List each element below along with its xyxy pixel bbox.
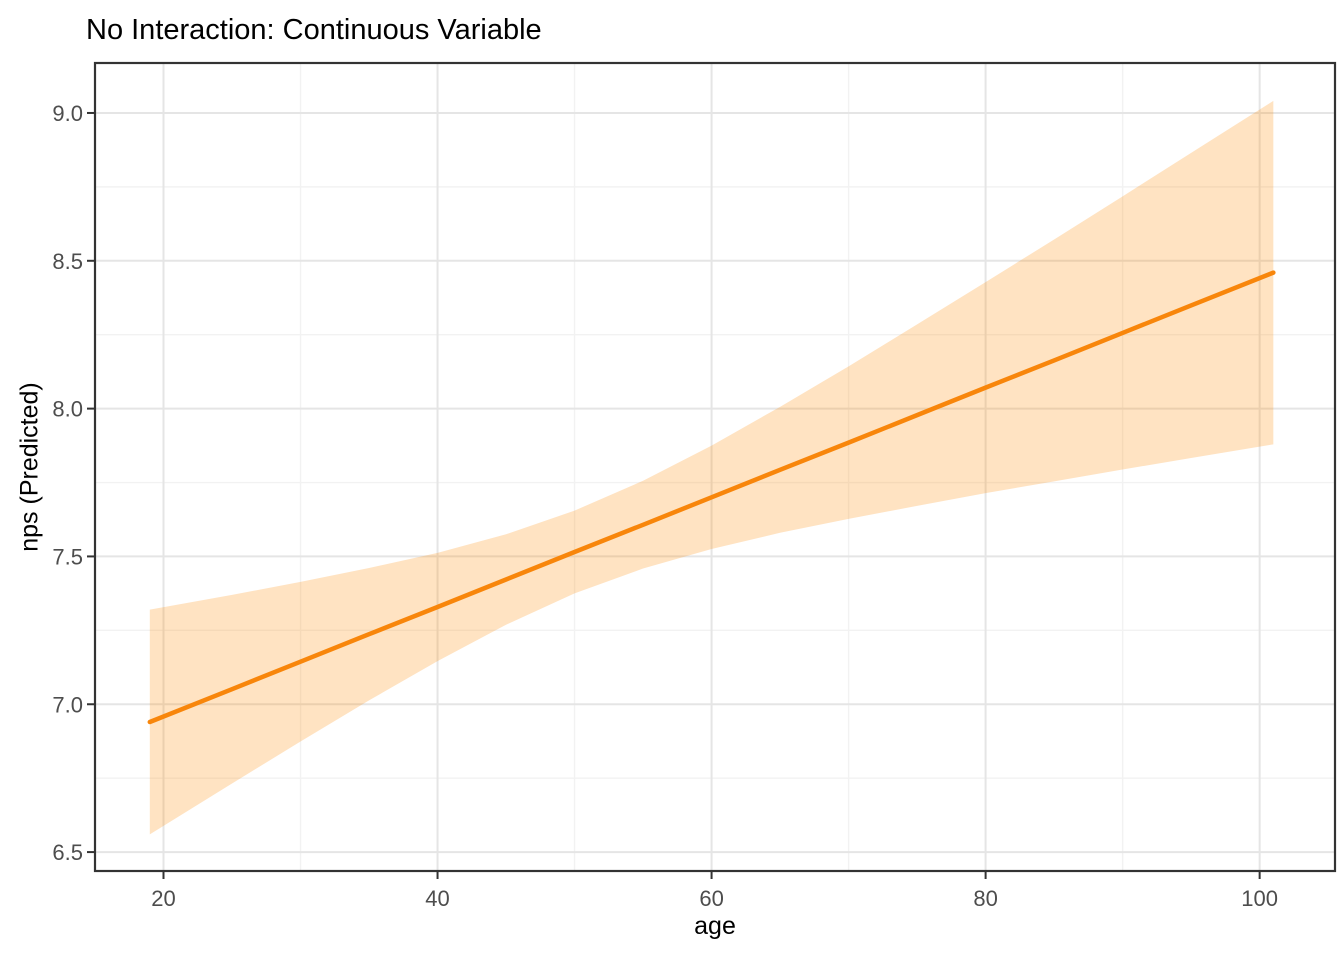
panel-border bbox=[93, 61, 1337, 873]
y-tick-label: 8.5 bbox=[52, 249, 83, 274]
y-tick-label: 7.5 bbox=[52, 544, 83, 569]
y-tick-label: 7.0 bbox=[52, 692, 83, 717]
x-tick-label: 100 bbox=[1241, 886, 1278, 911]
x-tick-label: 60 bbox=[699, 886, 723, 911]
panel-background bbox=[95, 63, 1335, 871]
x-axis-title: age bbox=[694, 912, 736, 940]
y-tick-label: 6.5 bbox=[52, 840, 83, 865]
y-axis-title: nps (Predicted) bbox=[15, 382, 44, 552]
x-tick-label: 40 bbox=[425, 886, 449, 911]
regression-line bbox=[147, 270, 1276, 725]
y-tick-label: 8.0 bbox=[52, 397, 83, 422]
confidence-band bbox=[149, 100, 1274, 835]
x-tick-label: 20 bbox=[151, 886, 175, 911]
plot-title: No Interaction: Continuous Variable bbox=[86, 14, 542, 46]
y-tick-label: 9.0 bbox=[52, 101, 83, 126]
x-tick-label: 80 bbox=[973, 886, 997, 911]
